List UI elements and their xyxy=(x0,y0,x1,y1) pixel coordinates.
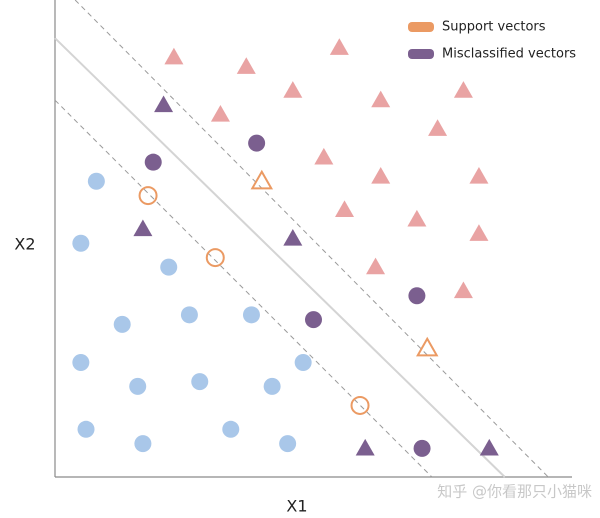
point xyxy=(236,57,256,74)
point xyxy=(479,438,499,456)
legend-label: Misclassified vectors xyxy=(442,47,576,62)
boundary-line xyxy=(54,37,506,478)
point xyxy=(279,435,297,453)
point xyxy=(242,306,260,324)
point xyxy=(164,47,184,65)
boundary-line xyxy=(54,99,433,478)
point xyxy=(210,104,230,122)
point xyxy=(366,257,386,275)
point xyxy=(248,134,266,152)
point xyxy=(160,258,178,276)
point xyxy=(407,209,427,227)
point xyxy=(222,420,240,438)
point xyxy=(138,186,158,206)
point xyxy=(180,306,198,324)
point xyxy=(453,281,473,299)
point xyxy=(305,311,322,329)
point xyxy=(408,287,426,305)
point xyxy=(371,90,391,108)
point xyxy=(283,229,303,246)
point xyxy=(191,373,209,391)
point xyxy=(283,81,303,98)
point xyxy=(263,377,281,395)
point xyxy=(428,119,448,136)
legend-label: Support vectors xyxy=(442,20,546,35)
point xyxy=(72,354,90,372)
point xyxy=(371,166,391,184)
point xyxy=(154,95,174,113)
point xyxy=(314,147,334,165)
boundary-line xyxy=(74,0,549,478)
point xyxy=(144,153,162,171)
point xyxy=(453,81,473,98)
watermark: 知乎 @你看那只小猫咪 xyxy=(437,483,592,501)
point xyxy=(469,166,489,184)
point xyxy=(413,439,431,457)
point xyxy=(250,169,274,190)
point xyxy=(113,315,131,333)
point xyxy=(205,248,225,268)
point xyxy=(469,224,489,241)
point xyxy=(355,438,375,456)
point xyxy=(335,200,355,218)
point xyxy=(77,420,95,438)
legend-swatch xyxy=(408,49,434,59)
point xyxy=(133,219,153,237)
x-axis-label: X1 xyxy=(286,497,307,516)
point xyxy=(350,395,370,415)
point xyxy=(329,38,349,55)
y-axis-label: X2 xyxy=(14,235,35,254)
point xyxy=(134,435,152,453)
point xyxy=(72,234,90,252)
point xyxy=(294,354,312,372)
legend-swatch xyxy=(408,22,434,32)
point xyxy=(87,172,105,190)
point xyxy=(416,336,439,357)
point xyxy=(129,377,147,395)
